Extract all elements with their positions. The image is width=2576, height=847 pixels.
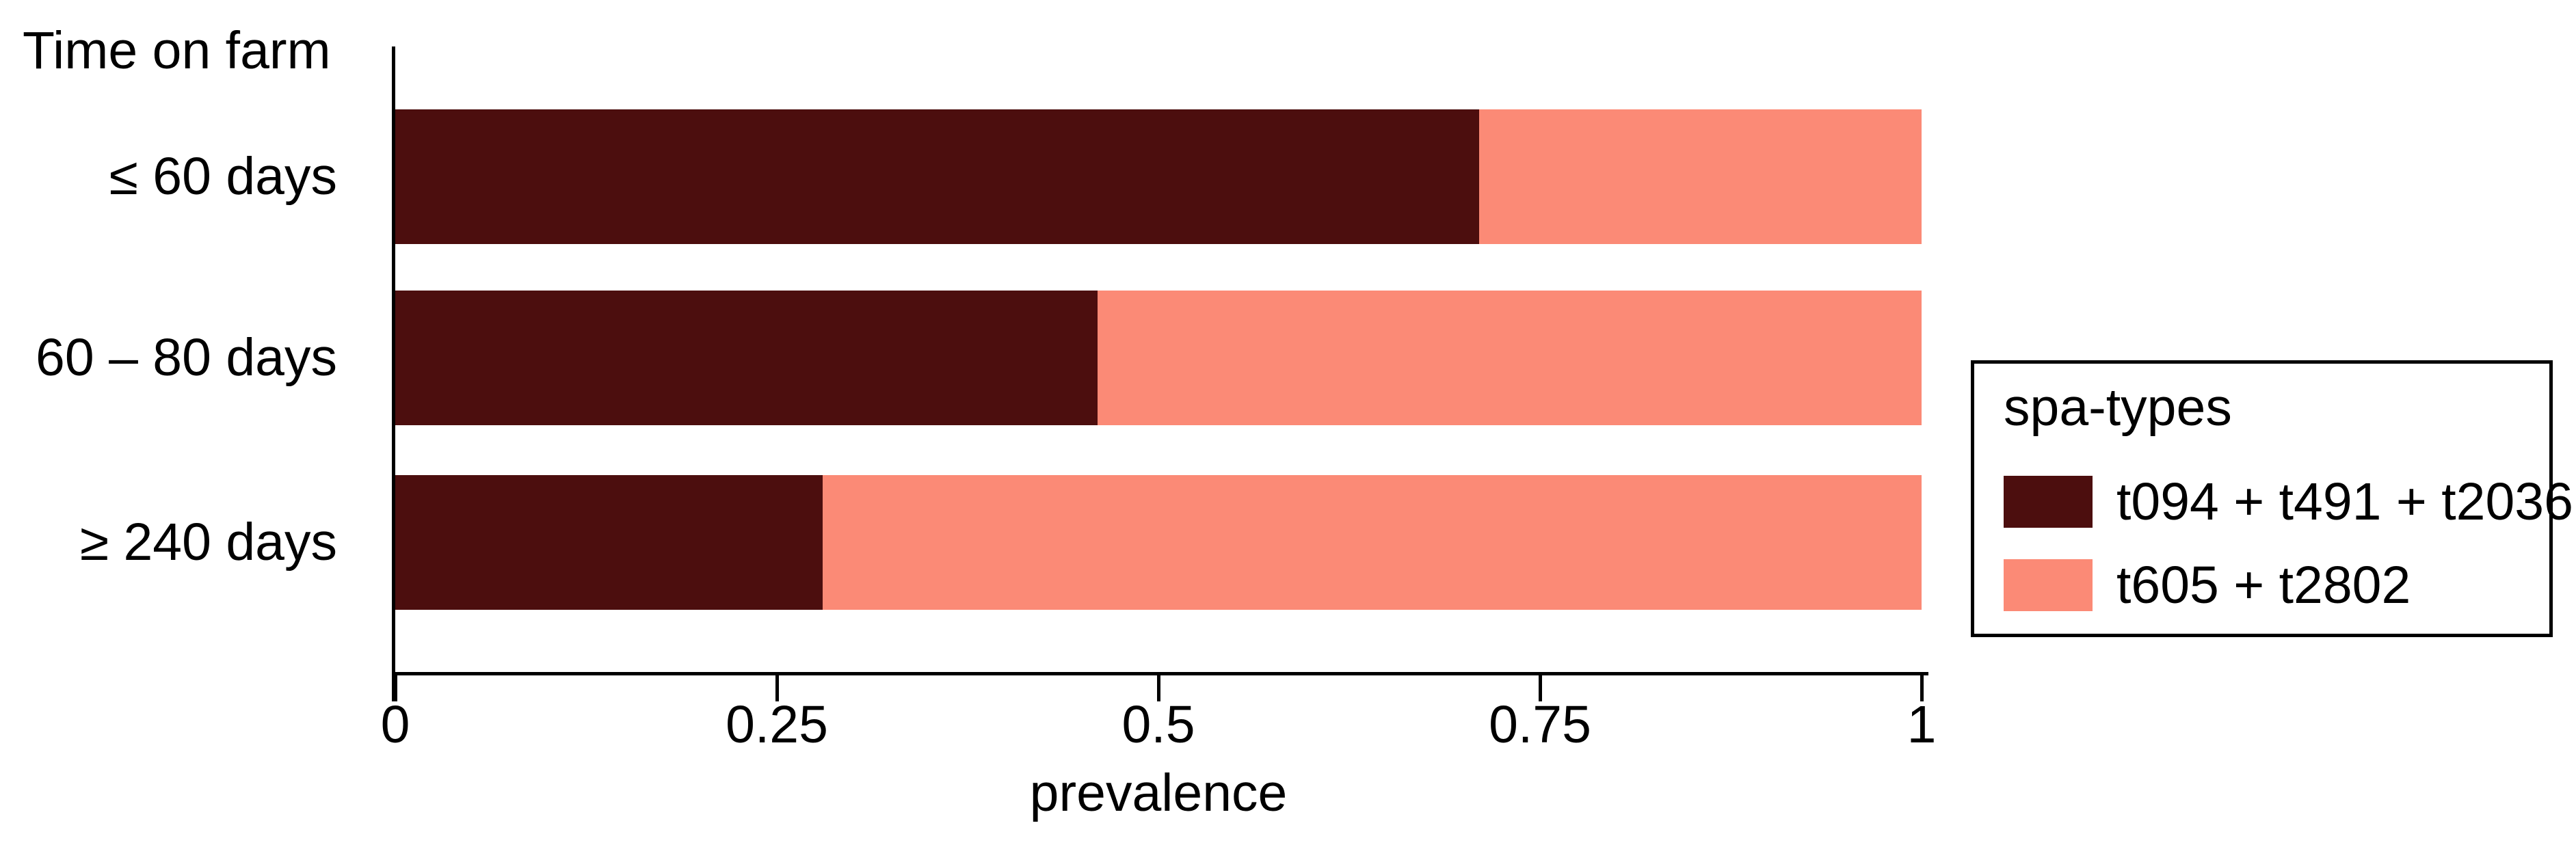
- x-tick-mark: [775, 675, 779, 701]
- x-tick-mark: [394, 675, 397, 701]
- bar-segment: [395, 109, 1479, 244]
- category-label: ≥ 240 days: [79, 513, 337, 572]
- bar-segment: [1097, 291, 1922, 425]
- x-axis-line: [392, 672, 1928, 675]
- x-tick-mark: [1539, 675, 1542, 701]
- x-tick-label: 1: [1907, 695, 1937, 754]
- legend-label: t605 + t2802: [2116, 556, 2411, 615]
- category-label: ≤ 60 days: [109, 147, 337, 206]
- bar-segment: [822, 475, 1922, 610]
- legend-label: t094 + t491 + t2036: [2116, 472, 2573, 531]
- x-axis-label: prevalence: [1029, 764, 1288, 822]
- x-tick-label: 0.25: [726, 695, 828, 754]
- legend: spa-types t094 + t491 + t2036 t605 + t280…: [1971, 360, 2573, 637]
- bar-segment: [395, 291, 1098, 425]
- y-axis-title: Time on farm: [23, 21, 331, 80]
- category-label: 60 – 80 days: [36, 328, 337, 387]
- bar-segment: [1478, 109, 1922, 244]
- x-tick-label: 0: [380, 695, 410, 754]
- y-axis-line: [392, 46, 395, 701]
- x-tick-mark: [1920, 675, 1924, 701]
- x-tick-label: 0.75: [1489, 695, 1591, 754]
- legend-title: spa-types: [2004, 378, 2232, 437]
- x-tick-mark: [1157, 675, 1160, 701]
- x-tick-label: 0.5: [1121, 695, 1195, 754]
- bar-segment: [395, 475, 823, 610]
- legend-swatch: [2004, 476, 2093, 528]
- legend-swatch: [2004, 559, 2093, 611]
